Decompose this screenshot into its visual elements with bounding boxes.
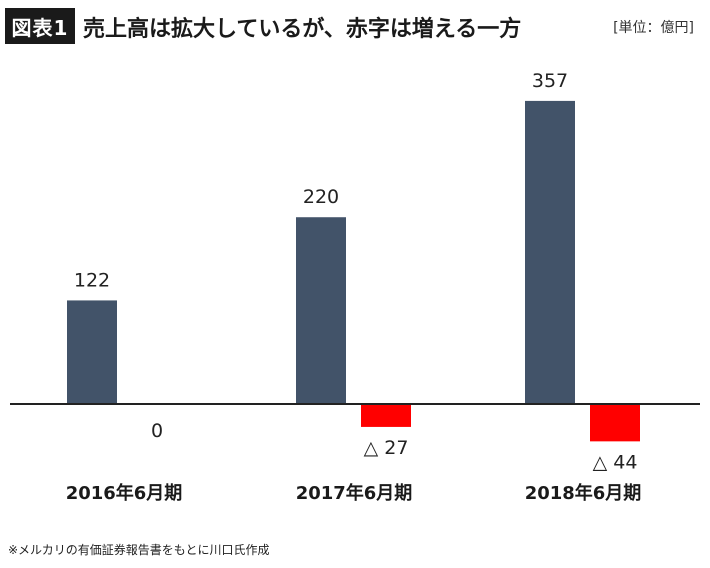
profit-value-label-2: △ 27 <box>364 437 409 459</box>
revenue-bar-2 <box>296 217 346 404</box>
revenue-value-label-1: 122 <box>74 269 110 291</box>
value-label-group: 122 220 357 0 △ 27 △ 44 <box>74 70 638 473</box>
revenue-value-label-2: 220 <box>303 186 339 208</box>
revenue-bar-3 <box>525 100 575 405</box>
profit-bar-2 <box>361 404 411 427</box>
profit-value-label-1: 0 <box>151 420 163 442</box>
profit-value-label-3: △ 44 <box>593 451 638 473</box>
bar-group <box>67 100 640 442</box>
category-label-group: 2016年6月期 2017年6月期 2018年6月期 <box>66 482 642 504</box>
unit-label: [単位：億円] <box>613 20 694 36</box>
chart-header: 図表1 売上高は拡大しているが、赤字は増える一方 [単位：億円] <box>0 8 710 44</box>
source-note: ※メルカリの有価証券報告書をもとに川口氏作成 <box>8 543 270 557</box>
category-label-2: 2017年6月期 <box>296 482 413 504</box>
profit-bar-3 <box>590 404 640 442</box>
category-label-1: 2016年6月期 <box>66 482 183 504</box>
revenue-value-label-3: 357 <box>532 70 568 92</box>
figure-badge: 図表1 <box>5 8 75 44</box>
chart-title: 売上高は拡大しているが、赤字は増える一方 <box>83 17 522 42</box>
category-label-3: 2018年6月期 <box>525 482 642 504</box>
revenue-bar-1 <box>67 300 117 404</box>
